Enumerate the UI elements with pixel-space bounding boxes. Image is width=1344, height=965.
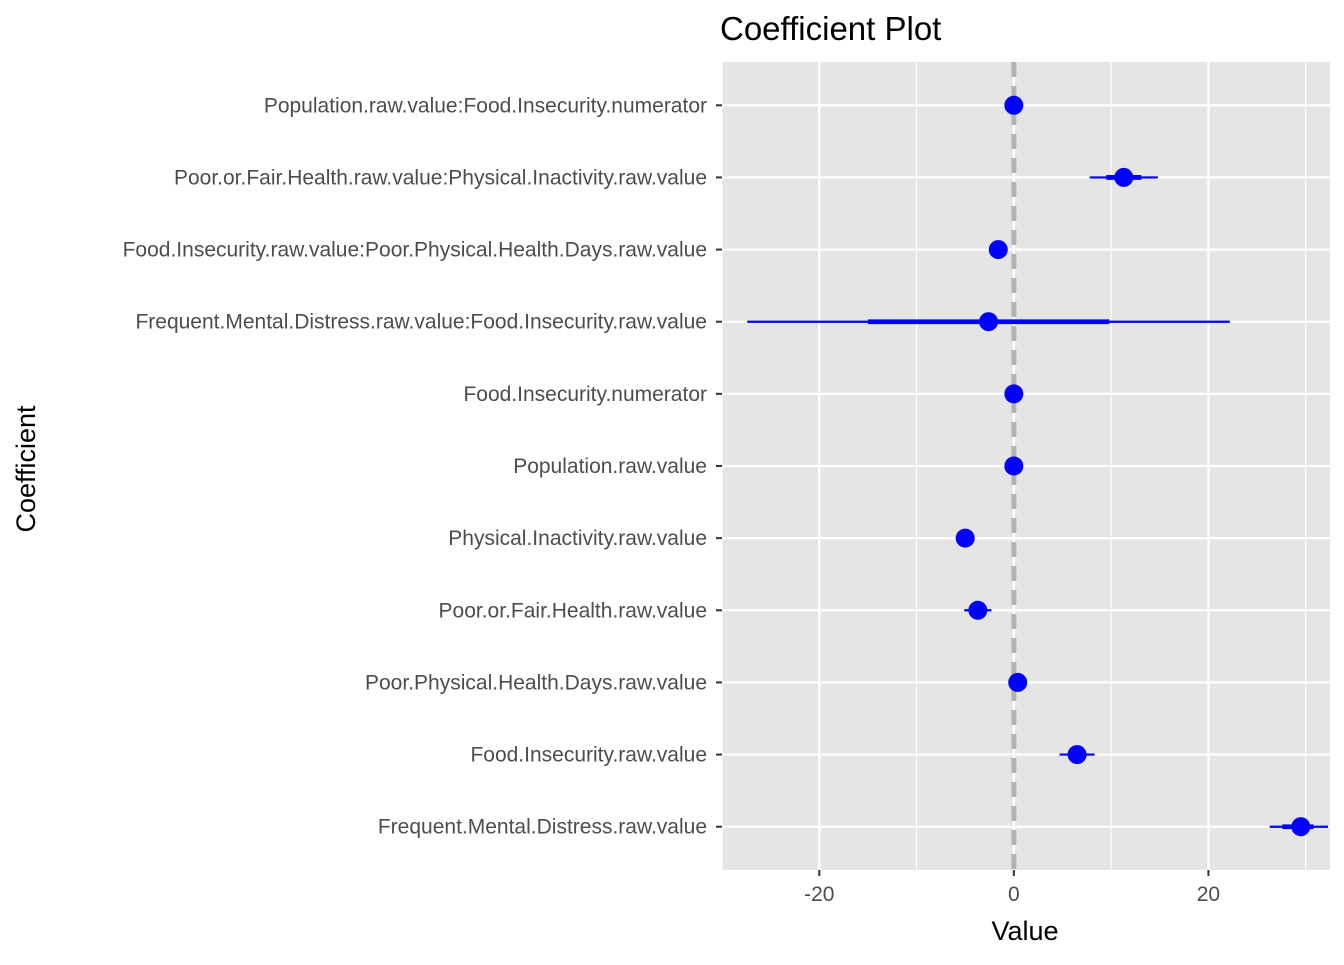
coefficient-marks <box>747 95 1329 837</box>
y-tick-label: Poor.or.Fair.Health.raw.value <box>439 599 707 622</box>
y-axis-title: Coefficient <box>11 405 41 533</box>
y-tick-label: Physical.Inactivity.raw.value <box>448 527 707 550</box>
chart-title: Coefficient Plot <box>720 10 941 47</box>
coefficient-point <box>1004 95 1024 115</box>
coefficient-point <box>968 600 988 620</box>
y-tick-label: Poor.or.Fair.Health.raw.value:Physical.I… <box>174 166 707 189</box>
x-tick-label: 0 <box>1008 883 1020 906</box>
y-axis: Frequent.Mental.Distress.raw.value Food.I… <box>123 94 722 839</box>
y-tick-label: Population.raw.value:Food.Insecurity.num… <box>264 94 707 117</box>
x-axis-title: Value <box>991 916 1058 946</box>
y-tick-label: Frequent.Mental.Distress.raw.value <box>378 816 707 839</box>
coefficient-point <box>1008 672 1028 692</box>
y-tick-label: Food.Insecurity.raw.value:Poor.Physical.… <box>123 239 707 262</box>
y-tick-label: Food.Insecurity.numerator <box>463 383 707 406</box>
x-tick-label: 20 <box>1197 883 1220 906</box>
x-tick-label: -20 <box>804 883 834 906</box>
coefficient-point <box>1067 745 1087 765</box>
coefficient-point <box>1004 456 1024 476</box>
coefficient-point <box>1114 167 1134 187</box>
coefficient-point <box>988 240 1008 260</box>
coefficient-point <box>955 528 975 548</box>
coefficient-point <box>1004 384 1024 404</box>
coefficient-point <box>979 312 999 332</box>
y-tick-label: Food.Insecurity.raw.value <box>470 744 707 767</box>
y-tick-label: Population.raw.value <box>513 455 707 478</box>
coefficient-point <box>1291 817 1311 837</box>
x-axis: -20 0 20 <box>804 870 1220 906</box>
y-tick-label: Frequent.Mental.Distress.raw.value:Food.… <box>135 311 707 334</box>
y-tick-label: Poor.Physical.Health.Days.raw.value <box>365 671 707 694</box>
